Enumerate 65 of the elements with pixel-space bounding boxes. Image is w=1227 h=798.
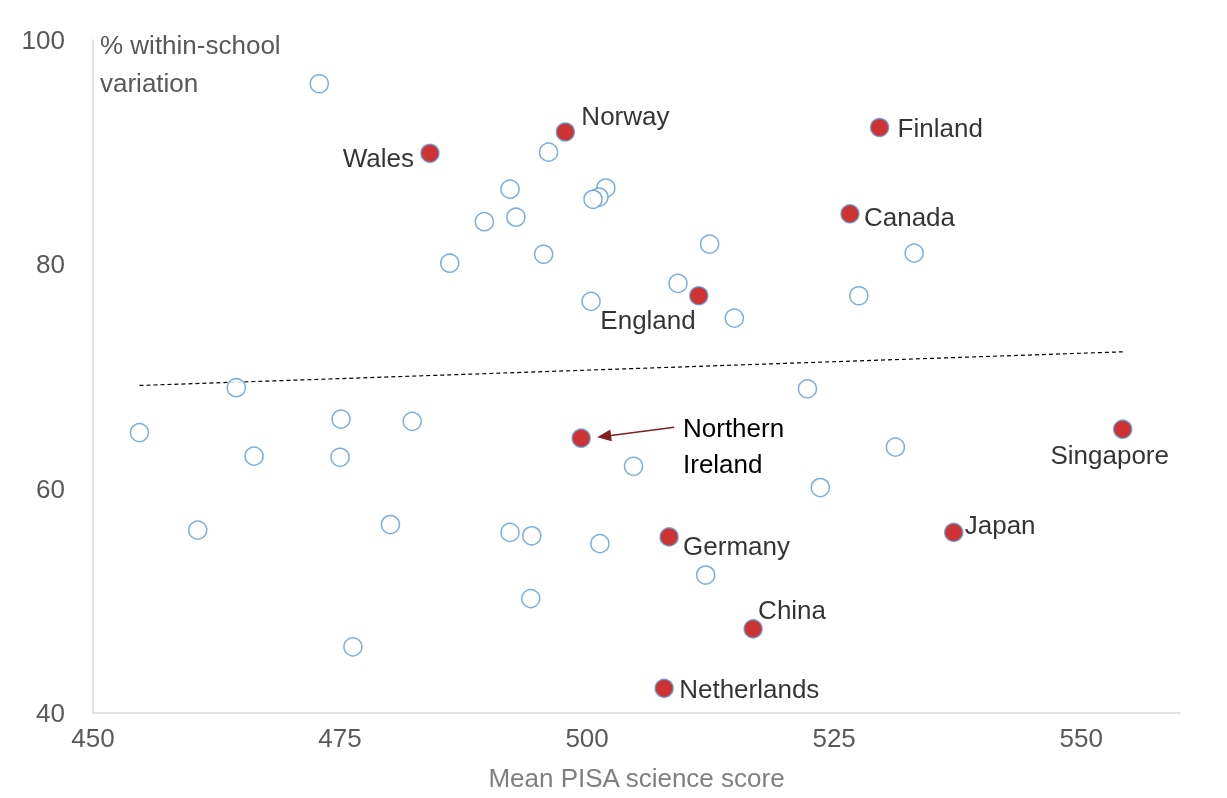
annotation: Finland [897, 113, 983, 144]
point [699, 234, 720, 254]
point [659, 527, 679, 547]
point [724, 308, 745, 328]
point [129, 422, 150, 443]
point [581, 291, 601, 312]
point [188, 520, 208, 540]
point [309, 74, 330, 94]
y-tick-label: 60 [36, 473, 65, 504]
point [330, 447, 350, 467]
point [583, 189, 603, 210]
point [654, 678, 674, 699]
point [904, 243, 924, 263]
x-tick-label: 475 [318, 723, 362, 753]
point [500, 179, 520, 199]
point [522, 526, 542, 546]
point [869, 117, 890, 138]
point [743, 619, 763, 639]
x-tick-label: 450 [71, 723, 115, 753]
annotation: Netherlands [679, 674, 820, 705]
annotation: Singapore [1050, 440, 1169, 471]
annotation: England [600, 304, 696, 335]
y-axis-title: % within-school variation [100, 30, 288, 98]
point [810, 477, 831, 498]
point [668, 273, 688, 294]
x-tick-label: 500 [565, 723, 609, 753]
point [500, 522, 520, 543]
annotation: Northern Ireland [683, 413, 792, 479]
point [571, 428, 591, 448]
point [797, 379, 818, 399]
x-tick-label: 525 [812, 723, 856, 753]
point [521, 588, 541, 609]
point [590, 533, 610, 554]
annotation: Wales [342, 143, 414, 174]
annotation: Germany [683, 530, 791, 561]
point [226, 377, 247, 398]
point [555, 122, 576, 142]
annotation: China [758, 594, 827, 625]
point [695, 565, 716, 585]
point [885, 437, 906, 457]
point [538, 142, 559, 162]
annotation: Norway [581, 100, 670, 131]
point [849, 285, 869, 306]
point [689, 285, 709, 306]
point [343, 637, 363, 657]
point [440, 253, 460, 273]
point [244, 446, 264, 466]
point [380, 514, 401, 535]
point [1112, 419, 1133, 439]
point [533, 244, 554, 264]
point [506, 207, 526, 227]
x-axis-title: Mean PISA science score [488, 763, 785, 793]
y-tick-label: 80 [36, 249, 65, 280]
point [840, 204, 860, 224]
point [623, 456, 644, 476]
annotation: Japan [964, 510, 1036, 541]
annotation: Canada [863, 201, 956, 232]
point [420, 143, 440, 164]
x-tick-label: 550 [1059, 723, 1103, 753]
point [474, 211, 495, 232]
y-tick-label: 100 [21, 25, 65, 55]
point [943, 522, 964, 543]
point [331, 409, 351, 429]
point [402, 411, 422, 432]
y-tick-label: 40 [36, 698, 65, 728]
